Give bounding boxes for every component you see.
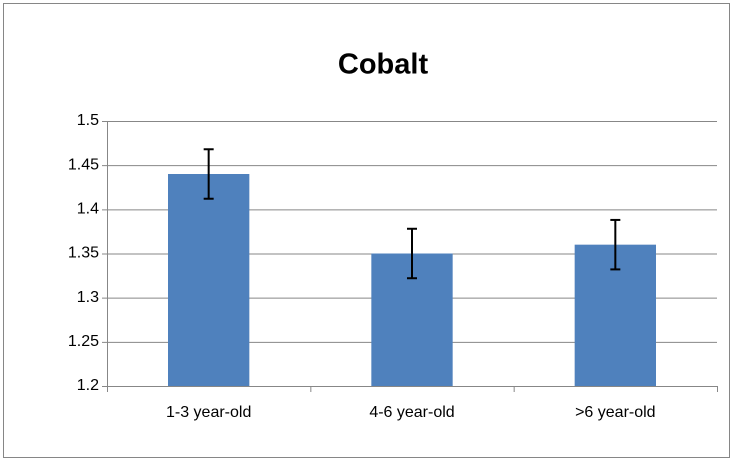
error-bar [203,148,214,200]
bar [168,174,250,386]
y-tick-label: 1.45 [68,156,99,173]
y-tick-label: 1.35 [68,245,99,262]
y-tick-label: 1.2 [77,377,99,394]
y-tick-label: 1.4 [77,201,99,218]
x-tick-label: 1-3 year-old [166,404,251,421]
y-tick-label: 1.3 [77,289,99,306]
x-tick-label: 4-6 year-old [369,404,454,421]
x-tick-label: >6 year-old [575,404,656,421]
error-bar [610,218,621,271]
chart-title: Cobalt [338,49,429,81]
y-tick-label: 1.5 [77,112,99,129]
y-tick-label: 1.25 [68,333,99,350]
error-bar [407,227,417,280]
